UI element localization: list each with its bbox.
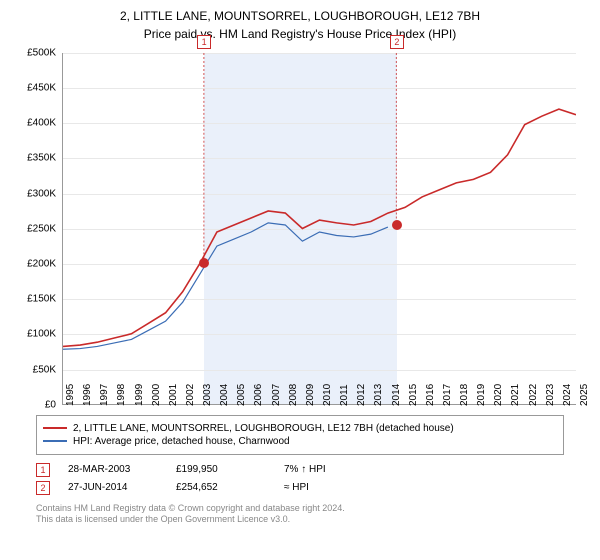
y-axis-label: £100K (16, 329, 56, 340)
sale-dot-1 (199, 258, 209, 268)
y-axis-label: £350K (16, 153, 56, 164)
series-property (63, 109, 576, 346)
footer-attribution: Contains HM Land Registry data © Crown c… (36, 503, 564, 526)
sale-price: £254,652 (176, 482, 266, 493)
price-chart: 12 £0£50K£100K£150K£200K£250K£300K£350K£… (20, 49, 580, 409)
y-axis-label: £400K (16, 118, 56, 129)
x-axis-label: 2025 (579, 384, 590, 406)
sale-row: 128-MAR-2003£199,9507% ↑ HPI (36, 461, 564, 479)
y-axis-label: £50K (16, 364, 56, 375)
sale-date: 28-MAR-2003 (68, 464, 158, 475)
chart-legend: 2, LITTLE LANE, MOUNTSORREL, LOUGHBOROUG… (36, 415, 564, 455)
sale-date: 27-JUN-2014 (68, 482, 158, 493)
y-axis-label: £150K (16, 294, 56, 305)
chart-title-line1: 2, LITTLE LANE, MOUNTSORREL, LOUGHBOROUG… (10, 8, 590, 25)
sale-row: 227-JUN-2014£254,652≈ HPI (36, 479, 564, 497)
legend-item: HPI: Average price, detached house, Char… (43, 435, 557, 448)
sale-note: 7% ↑ HPI (284, 464, 374, 475)
y-axis-label: £300K (16, 188, 56, 199)
footer-line2: This data is licensed under the Open Gov… (36, 514, 564, 526)
sale-price: £199,950 (176, 464, 266, 475)
footer-line1: Contains HM Land Registry data © Crown c… (36, 503, 564, 515)
y-axis-label: £200K (16, 258, 56, 269)
y-axis-label: £250K (16, 223, 56, 234)
y-axis-label: £500K (16, 47, 56, 58)
series-hpi (63, 223, 388, 349)
y-axis-label: £0 (16, 399, 56, 410)
y-axis-label: £450K (16, 82, 56, 93)
legend-item: 2, LITTLE LANE, MOUNTSORREL, LOUGHBOROUG… (43, 422, 557, 435)
sales-table: 128-MAR-2003£199,9507% ↑ HPI227-JUN-2014… (36, 461, 564, 497)
chart-title-line2: Price paid vs. HM Land Registry's House … (10, 27, 590, 41)
sale-marker-2: 2 (390, 35, 404, 49)
sale-note: ≈ HPI (284, 482, 374, 493)
sale-dot-2 (392, 220, 402, 230)
sale-marker-1: 1 (197, 35, 211, 49)
